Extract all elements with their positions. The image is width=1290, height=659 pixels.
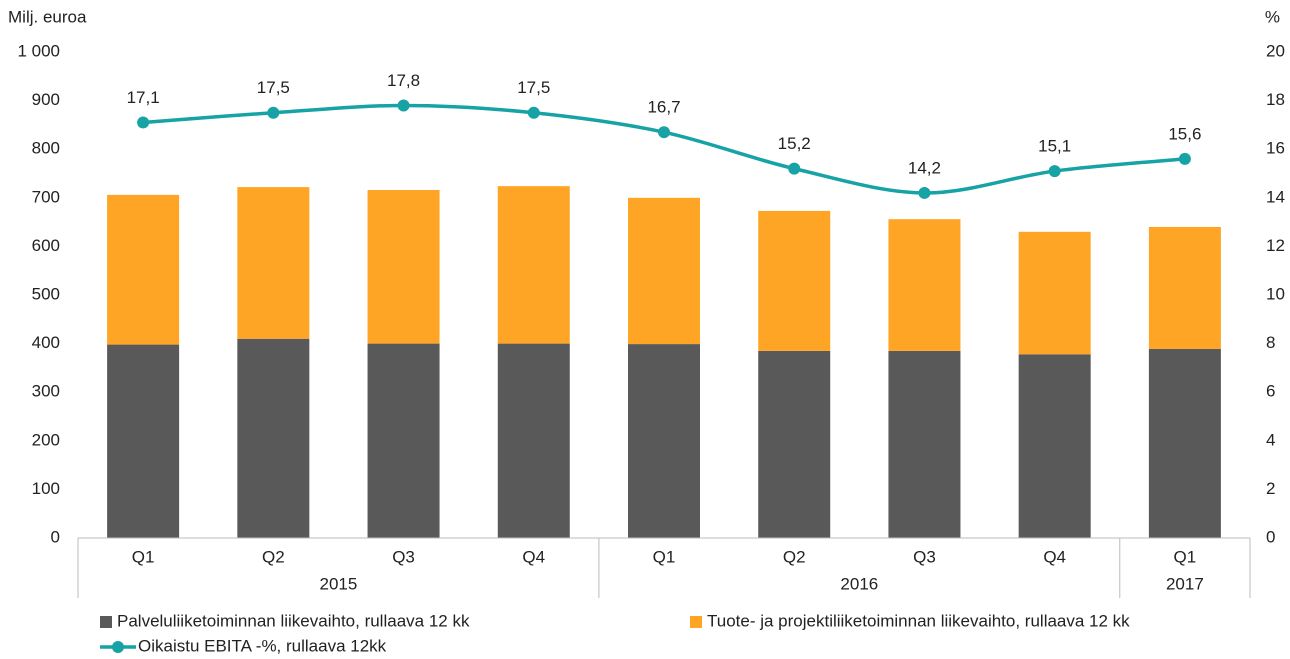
x-tick-label: Q1 — [132, 547, 155, 566]
line-point — [397, 99, 410, 112]
x-tick-label: Q2 — [783, 547, 806, 566]
y2-tick-label: 6 — [1266, 382, 1275, 401]
data-label: 17,1 — [127, 88, 160, 107]
y2-tick-label: 16 — [1266, 139, 1285, 158]
y-tick-label: 100 — [32, 479, 60, 498]
x-tick-label: Q2 — [262, 547, 285, 566]
data-label: 16,7 — [647, 98, 680, 117]
bar — [758, 350, 831, 538]
legend-swatch — [112, 641, 124, 653]
y2-tick-label: 18 — [1266, 90, 1285, 109]
line-point — [658, 126, 670, 139]
legend-label: Oikaistu EBITA -%, rullaava 12kk — [138, 636, 387, 655]
line-point — [788, 162, 801, 175]
line-point — [918, 186, 931, 199]
y2-tick-label: 4 — [1266, 430, 1275, 449]
data-label: 14,2 — [908, 158, 941, 177]
bar — [367, 343, 440, 538]
line-point — [267, 106, 280, 119]
y-tick-label: 400 — [32, 333, 60, 352]
y2-tick-label: 20 — [1266, 41, 1285, 60]
bar — [758, 210, 831, 351]
bar — [237, 187, 310, 339]
data-label: 17,5 — [257, 78, 290, 97]
y2-axis-label: % — [1265, 7, 1280, 26]
y-tick-label: 0 — [51, 527, 60, 546]
bar — [1018, 231, 1091, 355]
line-point — [527, 106, 540, 119]
data-label: 17,8 — [387, 71, 420, 90]
bar — [107, 344, 180, 538]
y-tick-label: 900 — [32, 90, 60, 109]
line-point — [1048, 165, 1061, 178]
y2-tick-label: 10 — [1266, 284, 1285, 303]
y-tick-label: 200 — [32, 430, 60, 449]
y2-tick-label: 12 — [1266, 236, 1285, 255]
y-tick-label: 500 — [32, 284, 60, 303]
y2-tick-label: 14 — [1266, 187, 1285, 206]
bar — [628, 344, 700, 538]
x-tick-label: Q3 — [392, 547, 415, 566]
y-tick-label: 800 — [32, 139, 60, 158]
legend-swatch — [690, 616, 702, 628]
bar — [888, 219, 961, 351]
y2-tick-label: 8 — [1266, 333, 1275, 352]
data-label: 15,2 — [778, 134, 811, 153]
bar — [628, 197, 700, 345]
bar — [497, 186, 570, 344]
legend-label: Palveluliiketoiminnan liikevaihto, rulla… — [117, 611, 470, 630]
group-label: 2015 — [320, 574, 358, 593]
x-tick-label: Q4 — [1043, 547, 1066, 566]
group-label: 2017 — [1166, 574, 1204, 593]
bar — [1148, 348, 1221, 538]
bar — [1018, 354, 1091, 538]
line — [142, 103, 1186, 195]
legend-swatch — [100, 616, 112, 628]
x-tick-label: Q1 — [653, 547, 676, 566]
y2-tick-label: 2 — [1266, 479, 1275, 498]
bar — [1148, 226, 1221, 349]
data-label: 15,6 — [1168, 124, 1201, 143]
legend-label: Tuote- ja projektiliiketoiminnan liikeva… — [707, 611, 1130, 630]
line-point — [1178, 152, 1191, 165]
bar — [888, 350, 961, 538]
group-label: 2016 — [840, 574, 878, 593]
y-tick-label: 600 — [32, 236, 60, 255]
x-tick-label: Q3 — [913, 547, 936, 566]
x-tick-label: Q1 — [1174, 547, 1197, 566]
data-label: 15,1 — [1038, 137, 1071, 156]
bar — [497, 343, 570, 538]
data-label: 17,5 — [517, 78, 550, 97]
y-tick-label: 1 000 — [17, 41, 60, 60]
y-tick-label: 700 — [32, 187, 60, 206]
x-tick-label: Q4 — [522, 547, 545, 566]
y-axis-label: Milj. euroa — [8, 7, 87, 26]
bar — [107, 194, 180, 345]
bar — [237, 338, 310, 538]
line-point — [137, 116, 150, 129]
y-tick-label: 300 — [32, 382, 60, 401]
y2-tick-label: 0 — [1266, 527, 1275, 546]
bar — [367, 190, 440, 344]
